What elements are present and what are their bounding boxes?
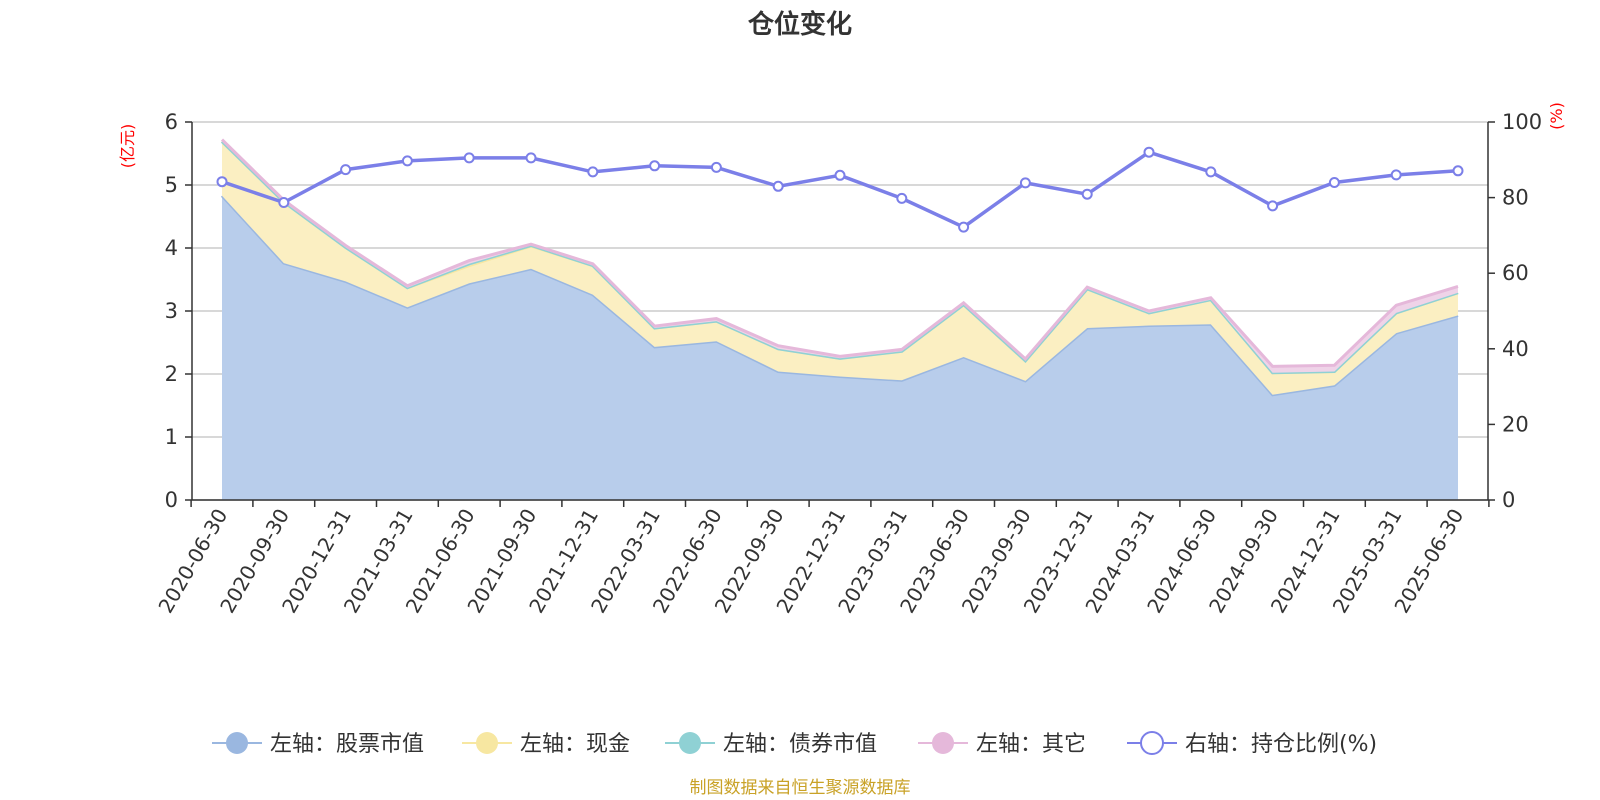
legend-label: 左轴：其它 [976, 732, 1086, 757]
area-cash [222, 141, 1458, 395]
left-tick-label: 6 [165, 110, 178, 134]
area-stock [222, 195, 1458, 500]
right-tick-label: 100 [1502, 110, 1542, 134]
ratio-line-series [216, 146, 1464, 233]
stacked-areas [220, 138, 1459, 500]
ratio-point[interactable] [1205, 166, 1217, 178]
area-edge-other [220, 138, 1459, 368]
legend-item-stock[interactable]: 左轴：股票市值 [212, 732, 424, 757]
legend[interactable]: 左轴：股票市值 左轴：现金 左轴：债券市值 左轴：其它 右轴：持仓比例(%) [212, 731, 1377, 757]
x-axis-ticks: 2020-06-302020-09-302020-12-312021-03-31… [153, 500, 1490, 617]
left-tick-label: 0 [165, 488, 178, 512]
ratio-point[interactable] [401, 155, 413, 167]
right-tick-label: 60 [1502, 261, 1529, 285]
right-tick-label: 80 [1502, 186, 1529, 210]
ratio-point[interactable] [896, 192, 908, 204]
ratio-point[interactable] [1328, 177, 1340, 188]
ratio-point[interactable] [463, 152, 475, 164]
ratio-point[interactable] [1081, 188, 1093, 200]
left-tick-label: 2 [165, 362, 178, 386]
legend-label: 右轴：持仓比例(%) [1185, 732, 1377, 757]
ratio-point[interactable] [1452, 165, 1464, 177]
legend-item-bond[interactable]: 左轴：债券市值 [665, 732, 877, 757]
ratio-point[interactable] [525, 152, 537, 164]
ratio-point[interactable] [216, 176, 228, 188]
ratio-point[interactable] [1267, 200, 1279, 212]
ratio-point[interactable] [1019, 177, 1031, 189]
left-tick-label: 4 [165, 236, 178, 260]
right-tick-label: 20 [1502, 412, 1529, 436]
ratio-point[interactable] [278, 197, 290, 208]
ratio-point[interactable] [710, 161, 722, 173]
legend-marker [932, 732, 954, 754]
right-axis-ticks: 0 20 40 60 80 100 [1488, 110, 1542, 512]
ratio-point[interactable] [834, 169, 846, 181]
right-axis-unit: (%) [1547, 102, 1566, 130]
legend-marker [679, 732, 701, 754]
right-tick-label: 0 [1502, 488, 1515, 512]
source-note: 制图数据来自恒生聚源数据库 [690, 778, 911, 798]
ratio-point[interactable] [1143, 146, 1155, 158]
ratio-point[interactable] [649, 160, 661, 172]
left-tick-label: 1 [165, 425, 178, 449]
legend-marker [1140, 731, 1164, 755]
left-tick-label: 3 [165, 299, 178, 323]
legend-label: 左轴：债券市值 [723, 732, 877, 757]
left-axis-ticks: 0 1 2 3 4 5 6 [165, 110, 192, 512]
ratio-point[interactable] [772, 180, 784, 192]
legend-marker [226, 732, 248, 754]
legend-item-cash[interactable]: 左轴：现金 [462, 732, 630, 757]
ratio-point[interactable] [340, 164, 352, 176]
right-tick-label: 40 [1502, 337, 1529, 361]
left-tick-label: 5 [165, 173, 178, 197]
ratio-point[interactable] [1390, 169, 1402, 181]
legend-label: 左轴：股票市值 [270, 732, 424, 757]
legend-item-ratio[interactable]: 右轴：持仓比例(%) [1127, 731, 1377, 757]
ratio-point[interactable] [587, 166, 599, 178]
left-axis-unit: (亿元) [118, 124, 137, 169]
legend-marker [476, 732, 498, 754]
legend-item-other[interactable]: 左轴：其它 [918, 732, 1086, 757]
ratio-point[interactable] [958, 221, 970, 233]
legend-label: 左轴：现金 [520, 732, 630, 757]
chart-title: 仓位变化 [747, 9, 852, 40]
